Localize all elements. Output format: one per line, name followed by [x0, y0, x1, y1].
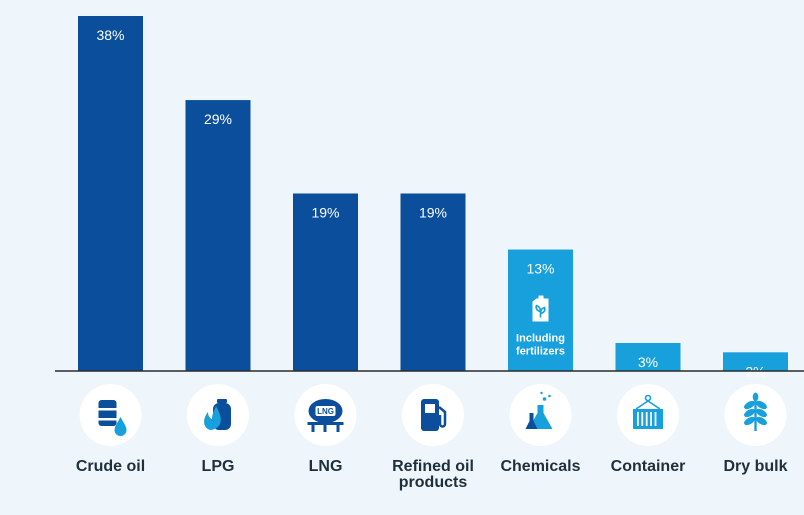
value-label-container: 3%: [638, 354, 658, 370]
bar-crude-oil: [78, 16, 143, 371]
category-label-chemicals: Chemicals: [500, 458, 580, 475]
oil-barrel-icon: [79, 384, 142, 446]
bar-lng: [293, 193, 358, 371]
fuel-pump-icon: [402, 384, 464, 446]
category-label-lpg: LPG: [202, 458, 235, 475]
value-label-refined-oil-products: 19%: [419, 205, 447, 221]
value-label-chemicals: 13%: [526, 261, 554, 277]
category-label-dry-bulk: Dry bulk: [723, 458, 787, 475]
wheat-icon: [724, 384, 787, 446]
shipping-container-icon: [617, 384, 679, 446]
category-label-container: Container: [611, 458, 686, 475]
bar-lpg: [185, 100, 251, 371]
bar-dry-bulk: [723, 352, 788, 371]
category-label-crude-oil: Crude oil: [76, 458, 145, 475]
gas-cylinder-icon: [187, 384, 249, 446]
value-label-crude-oil: 38%: [96, 27, 124, 43]
value-label-lpg: 29%: [204, 111, 232, 127]
category-label-lng: LNG: [309, 458, 343, 475]
bar-refined-oil-products: [400, 193, 466, 371]
category-label-refined-oil-products: Refined oil products: [392, 458, 474, 491]
fertilizer-jerrycan-icon: [532, 295, 549, 322]
value-label-lng: 19%: [311, 205, 339, 221]
bar-container: [615, 342, 681, 371]
svg-text:LNG: LNG: [317, 407, 334, 416]
annotation-including-fertilizers: Including fertilizers: [516, 333, 565, 358]
lab-flask-icon: [509, 384, 572, 446]
lng-tank-icon: LNG: [294, 384, 357, 446]
